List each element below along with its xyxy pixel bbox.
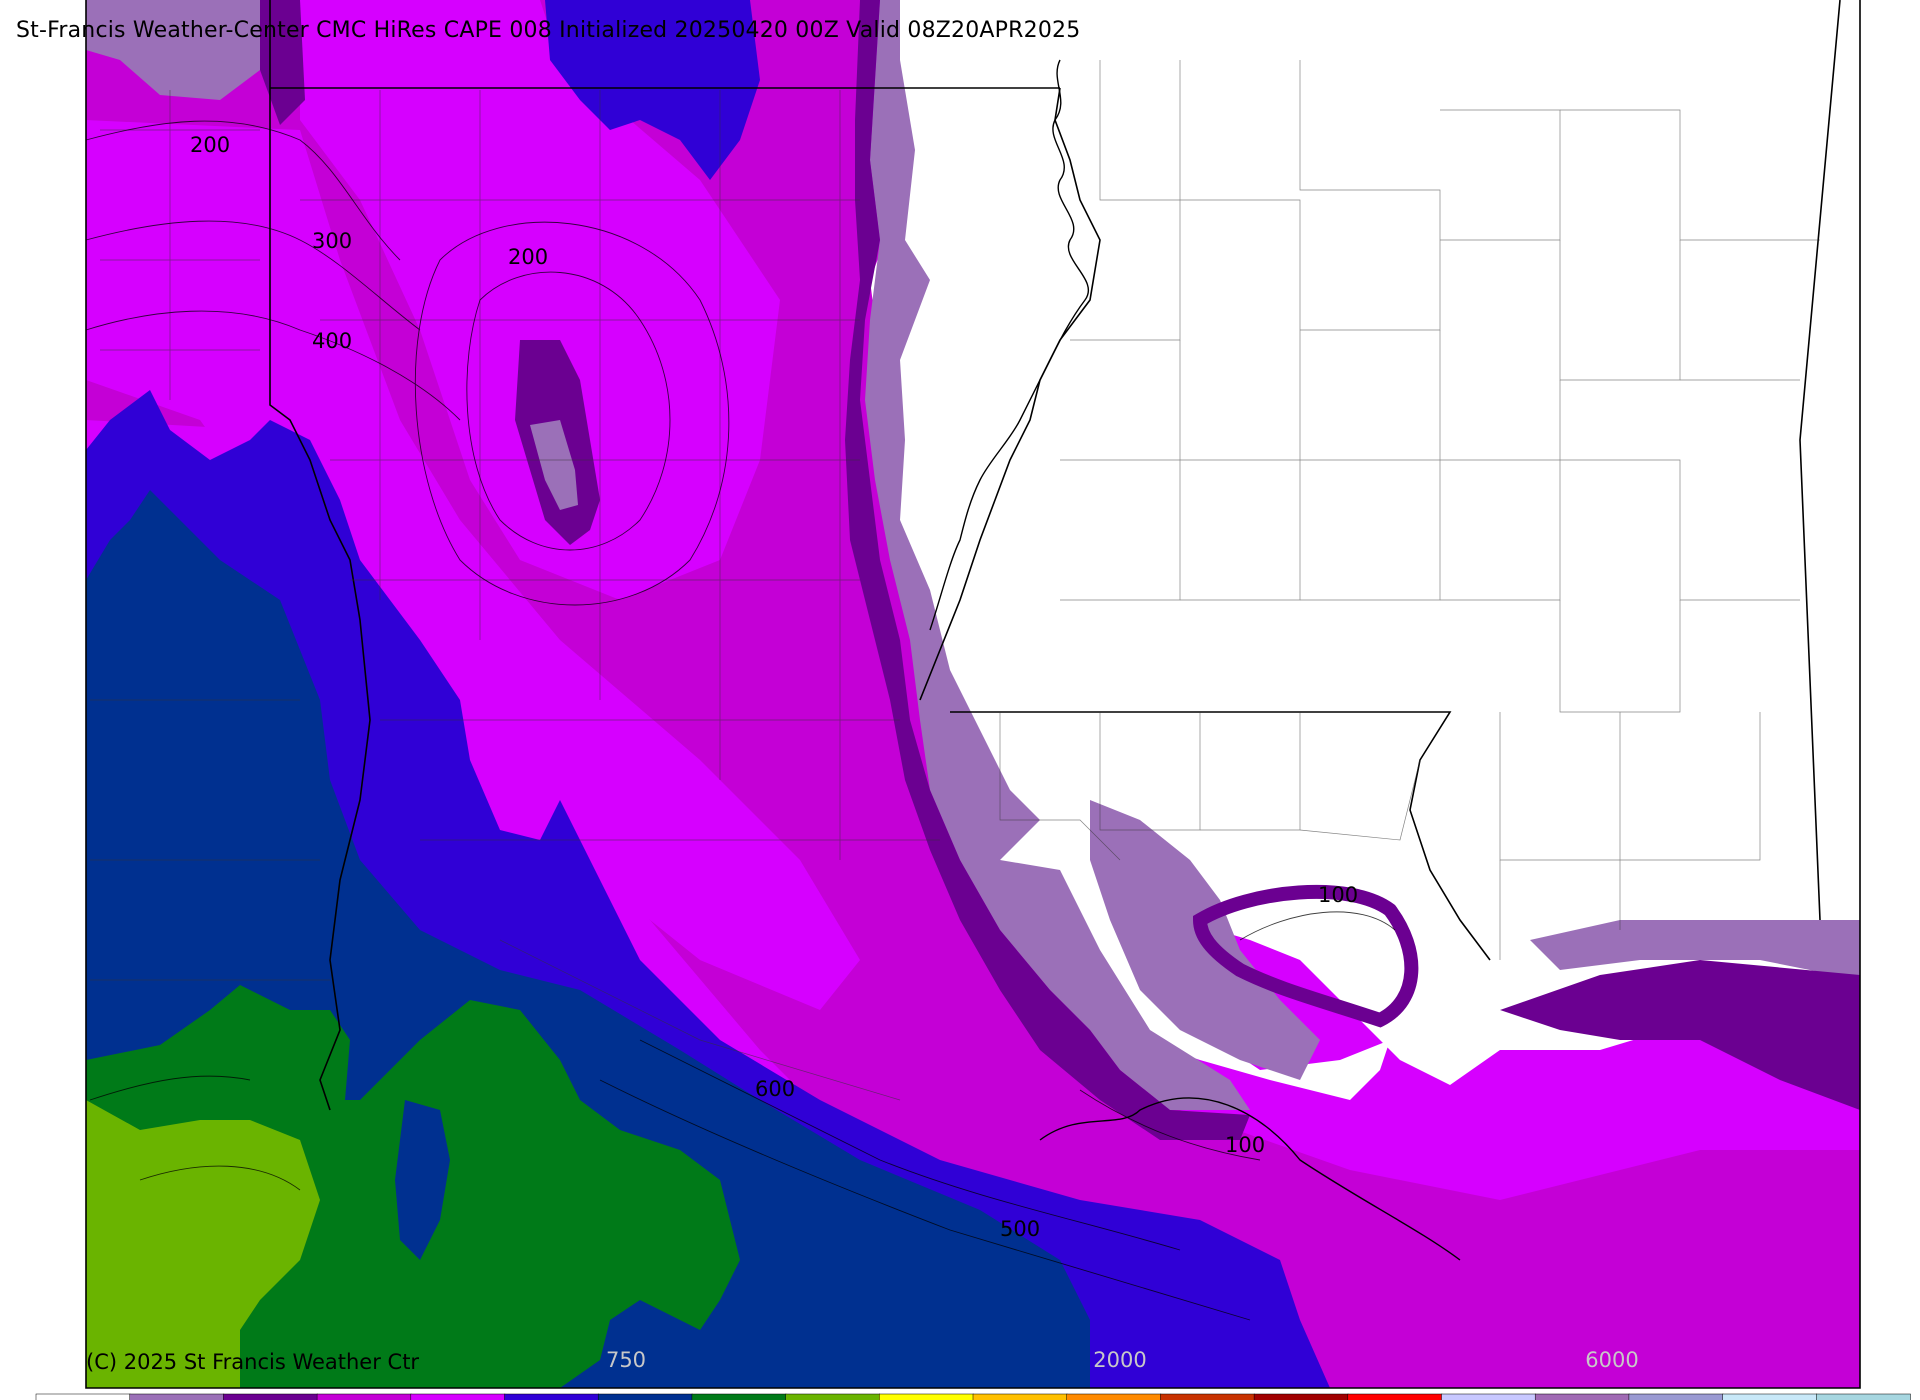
cape-contours <box>85 120 1396 1321</box>
colorbar <box>35 1393 1911 1400</box>
colorbar-swatch <box>1628 1393 1724 1400</box>
colorbar-swatch <box>1347 1393 1443 1400</box>
cape-field-violet <box>300 0 780 600</box>
colorbar-swatch <box>129 1393 225 1400</box>
colorbar-swatch <box>785 1393 881 1400</box>
colorbar-label-2000: 2000 <box>1093 1348 1147 1372</box>
colorbar-swatch <box>1441 1393 1536 1400</box>
colorbar-swatch <box>1722 1393 1818 1400</box>
colorbar-swatch <box>1534 1393 1630 1400</box>
county-borders <box>90 60 1820 1101</box>
mississippi-river <box>929 59 1461 1261</box>
contour-label-600: 600 <box>755 1077 795 1101</box>
colorbar-swatch <box>1066 1393 1162 1400</box>
contour-label-400: 400 <box>312 329 352 353</box>
colorbar-label-750: 750 <box>605 1348 647 1372</box>
contour-label-100-east: 100 <box>1318 883 1358 907</box>
colorbar-swatch <box>972 1393 1068 1400</box>
cape-50-band <box>845 0 1250 1140</box>
cape-50-ring <box>1192 884 1419 1028</box>
colorbar-swatch <box>35 1393 131 1400</box>
colorbar-swatch <box>316 1393 412 1400</box>
colorbar-swatch <box>410 1393 506 1400</box>
colorbar-swatch <box>879 1393 974 1400</box>
contour-label-100-south: 100 <box>1225 1133 1265 1157</box>
contour-label-200-nw: 200 <box>190 133 230 157</box>
contour-label-500: 500 <box>1000 1217 1040 1241</box>
copyright-notice: (C) 2025 St Francis Weather Ctr <box>86 1350 420 1374</box>
cape-field-violet-2 <box>86 120 860 1010</box>
contour-label-200-center: 200 <box>508 245 548 269</box>
colorbar-label-6000: 6000 <box>1585 1348 1639 1372</box>
cape-50-south <box>1500 960 1860 1110</box>
cape-50-nw <box>260 0 305 125</box>
cape-1500 <box>86 1100 320 1388</box>
cape-25-pocket <box>530 420 578 510</box>
colorbar-swatch <box>1816 1393 1911 1400</box>
colorbar-swatch <box>691 1393 787 1400</box>
map-title: St-Francis Weather-Center CMC HiRes CAPE… <box>16 18 1081 43</box>
cape-500-north <box>545 0 760 180</box>
cape-25-nw <box>86 0 260 100</box>
colorbar-swatch <box>597 1393 693 1400</box>
colorbar-swatch <box>1160 1393 1255 1400</box>
cape-750-hole <box>395 1100 450 1260</box>
colorbar-swatch <box>504 1393 599 1400</box>
cape-25-south <box>1530 920 1860 980</box>
contour-label-300: 300 <box>312 229 352 253</box>
colorbar-swatch <box>223 1393 318 1400</box>
cape-25-fringe <box>865 0 1250 1110</box>
colorbar-swatch <box>1253 1393 1349 1400</box>
